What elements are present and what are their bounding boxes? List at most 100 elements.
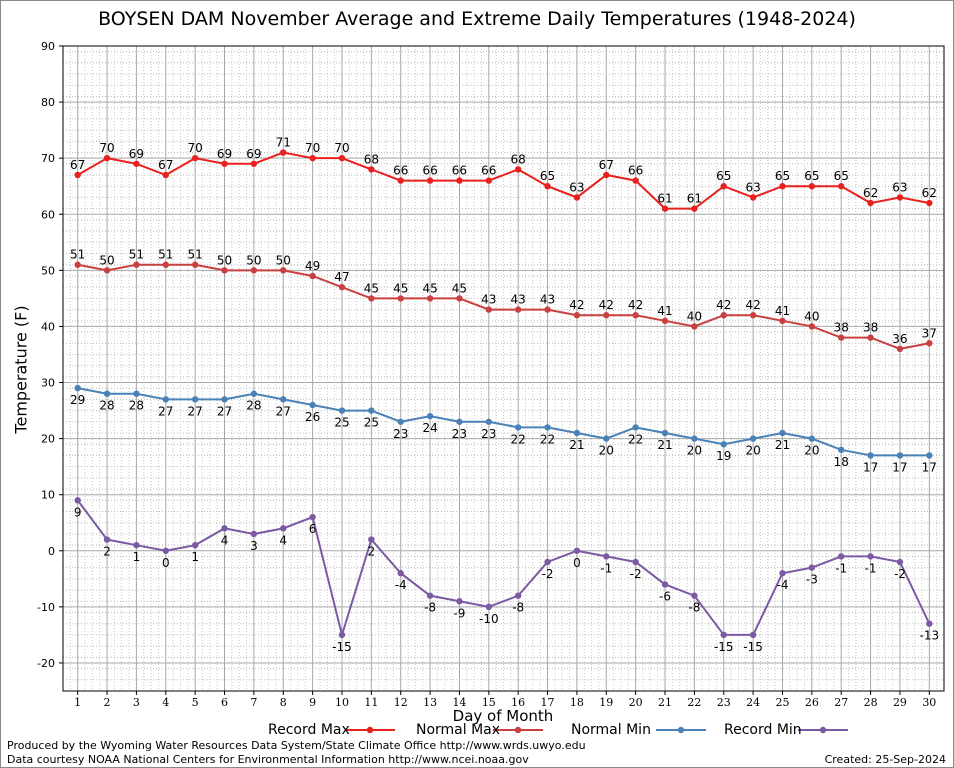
record-max-point xyxy=(867,199,874,207)
normal-min-data-label: 17 xyxy=(892,460,907,474)
normal-max-data-label: 45 xyxy=(452,281,467,295)
normal-min-data-label: 17 xyxy=(863,460,878,474)
normal-max-data-label: 43 xyxy=(511,293,526,307)
normal-max-data-label: 47 xyxy=(334,270,349,284)
normal-max-data-label: 50 xyxy=(217,253,232,267)
normal-max-point xyxy=(808,323,816,330)
legend-marker-normal-min xyxy=(677,726,685,734)
record-max-point xyxy=(485,177,493,184)
normal-max-point xyxy=(338,283,346,291)
record-max-point xyxy=(691,205,698,212)
normal-min-point xyxy=(632,424,639,431)
y-tick-label: 70 xyxy=(41,152,55,165)
normal-max-data-label: 50 xyxy=(276,253,291,267)
record-min-data-label: -10 xyxy=(479,612,499,626)
record-min-point xyxy=(456,598,463,605)
record-max-point xyxy=(896,194,904,201)
normal-max-data-label: 45 xyxy=(364,281,379,295)
normal-min-data-label: 24 xyxy=(422,421,437,435)
normal-min-point xyxy=(280,396,287,403)
record-max-point xyxy=(191,154,199,162)
record-min-point xyxy=(133,541,140,549)
record-min-point xyxy=(485,603,493,611)
normal-min-point xyxy=(338,407,346,414)
normal-max-data-label: 36 xyxy=(892,332,907,346)
normal-min-data-label: 19 xyxy=(716,449,731,463)
created-date: Created: 25-Sep-2024 xyxy=(824,753,946,766)
record-min-point xyxy=(309,513,316,521)
normal-max-data-label: 41 xyxy=(775,304,790,318)
record-max-point xyxy=(368,166,375,173)
normal-min-point xyxy=(749,435,757,442)
record-min-point xyxy=(808,564,816,571)
record-min-point xyxy=(779,570,786,577)
normal-max-data-label: 51 xyxy=(129,248,144,262)
x-tick-label: 11 xyxy=(364,696,378,709)
record-min-point xyxy=(103,536,111,543)
record-min-data-label: 0 xyxy=(162,556,170,570)
record-min-point xyxy=(603,553,610,560)
x-axis-label: Day of Month xyxy=(452,707,554,725)
x-tick-label: 29 xyxy=(893,696,907,709)
record-min-line xyxy=(76,499,931,639)
record-max-point xyxy=(133,160,140,167)
record-min-data-label: -1 xyxy=(835,561,847,575)
normal-max-point xyxy=(309,272,316,280)
legend-marker-record-min xyxy=(819,726,827,734)
x-tick-label: 27 xyxy=(834,696,848,709)
normal-min-data-label: 20 xyxy=(599,444,614,458)
normal-min-data-label: 18 xyxy=(834,455,849,469)
normal-max-data-label: 51 xyxy=(188,248,203,262)
record-max-point xyxy=(162,171,169,179)
normal-min-line xyxy=(77,387,930,457)
record-min-point xyxy=(250,530,258,538)
record-max-point xyxy=(544,183,551,190)
record-min-data-label: 4 xyxy=(279,533,287,547)
normal-max-data-label: 51 xyxy=(70,248,85,262)
record-min-data-label: -2 xyxy=(542,567,554,581)
y-tick-label: 60 xyxy=(41,208,55,221)
normal-max-data-label: 42 xyxy=(599,298,614,312)
record-min-point xyxy=(368,536,375,543)
x-tick-label: 26 xyxy=(805,696,819,709)
normal-min-point xyxy=(779,429,786,437)
record-max-point xyxy=(280,149,287,156)
x-tick-label: 4 xyxy=(162,696,169,709)
record-min-data-label: -1 xyxy=(865,561,877,575)
record-max-data-label: 66 xyxy=(628,164,643,178)
record-min-point xyxy=(867,553,874,560)
normal-min-data-label: 25 xyxy=(334,416,349,430)
x-tick-label: 18 xyxy=(570,696,584,709)
normal-max-point xyxy=(896,345,904,353)
record-min-data-label: 0 xyxy=(573,556,581,570)
record-max-data-label: 63 xyxy=(569,180,584,194)
normal-min-point xyxy=(426,412,434,420)
x-tick-label: 12 xyxy=(394,696,408,709)
record-min-data-label: -2 xyxy=(894,567,906,581)
normal-max-point xyxy=(573,312,581,319)
record-max-data-label: 70 xyxy=(99,141,114,155)
normal-max-data-label: 45 xyxy=(422,281,437,295)
record-min-point xyxy=(338,631,346,639)
normal-max-data-label: 41 xyxy=(657,304,672,318)
normal-min-point xyxy=(250,390,258,397)
record-max-data-label: 70 xyxy=(334,141,349,155)
x-tick-label: 5 xyxy=(192,696,199,709)
normal-max-point xyxy=(133,261,140,268)
record-min-point xyxy=(397,570,404,577)
legend-label-normal-max: Normal Max xyxy=(416,722,501,738)
normal-min-point xyxy=(661,429,669,437)
plot-border xyxy=(62,45,945,692)
legend-label-normal-min: Normal Min xyxy=(571,722,651,738)
record-max-data-label: 67 xyxy=(599,158,614,172)
normal-max-data-label: 49 xyxy=(305,259,320,273)
record-max-point xyxy=(926,199,933,207)
record-max-line xyxy=(77,151,930,210)
x-tick-label: 8 xyxy=(280,696,287,709)
normal-min-data-label: 23 xyxy=(393,427,408,441)
record-min-data-label: -9 xyxy=(453,606,465,620)
record-min-point xyxy=(720,631,727,639)
normal-min-point xyxy=(838,446,845,454)
normal-min-point xyxy=(514,424,522,431)
normal-min-data-label: 27 xyxy=(188,404,203,418)
